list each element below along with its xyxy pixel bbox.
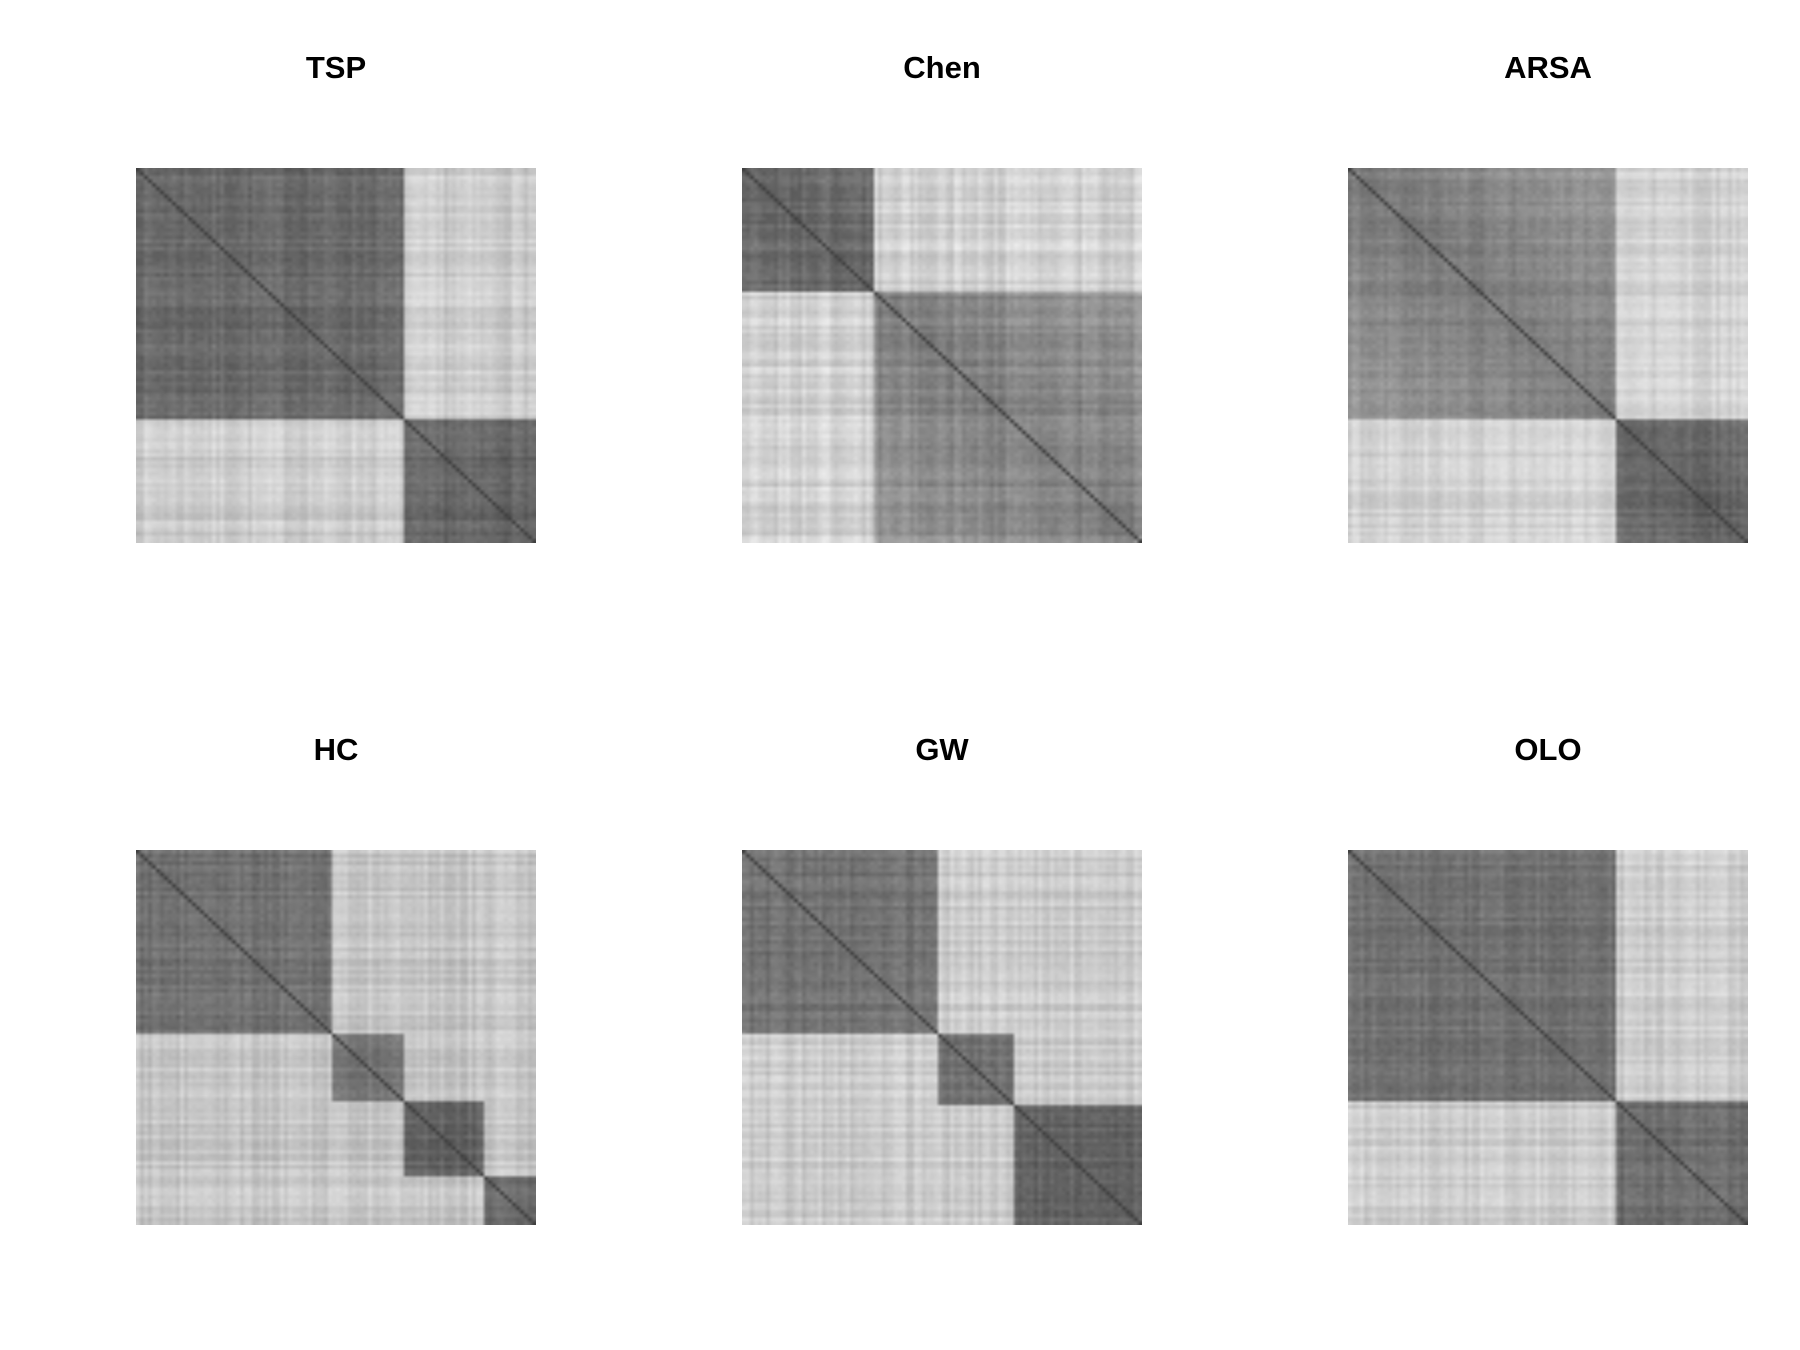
heatmap-arsa xyxy=(1348,168,1748,543)
chart-title-tsp: TSP xyxy=(305,50,367,85)
chart-title-hc: HC xyxy=(313,732,359,767)
heatmap-gw xyxy=(742,850,1142,1225)
chart-title-gw: GW xyxy=(915,732,969,767)
heatmap-chen xyxy=(742,168,1142,543)
heatmap-hc xyxy=(136,850,536,1225)
heatmap-olo xyxy=(1348,850,1748,1225)
chart-title-chen: Chen xyxy=(903,50,981,85)
chart-title-olo: OLO xyxy=(1514,732,1582,767)
heatmap-tsp xyxy=(136,168,536,543)
chart-title-arsa: ARSA xyxy=(1504,50,1592,85)
